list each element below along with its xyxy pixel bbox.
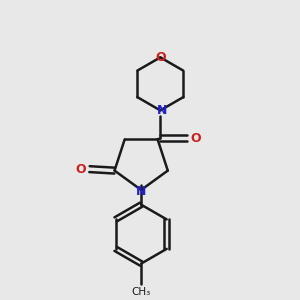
Text: O: O xyxy=(190,132,201,145)
Text: O: O xyxy=(155,51,166,64)
Text: O: O xyxy=(75,163,86,176)
Text: N: N xyxy=(136,185,146,198)
Text: N: N xyxy=(157,104,167,117)
Text: CH₃: CH₃ xyxy=(131,286,151,297)
